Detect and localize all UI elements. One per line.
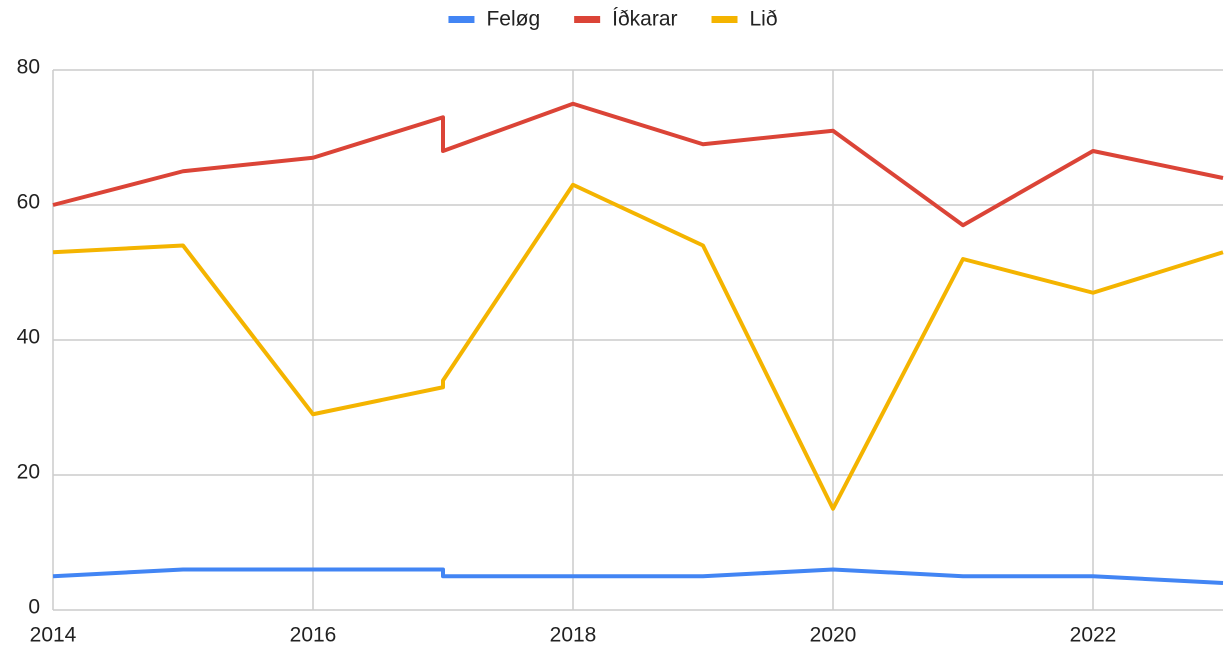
legend-swatch <box>711 16 738 23</box>
legend-label: Feløg <box>486 8 540 31</box>
legend: Feløg Íðkarar Lið <box>448 8 778 31</box>
legend-swatch <box>448 16 475 23</box>
x-tick-label: 2014 <box>30 624 77 647</box>
x-tick-label: 2020 <box>810 624 857 647</box>
legend-swatch <box>574 16 601 23</box>
y-tick-label: 0 <box>28 596 40 619</box>
y-tick-label: 20 <box>17 461 40 484</box>
series-line <box>52 101 1224 228</box>
y-tick-label: 60 <box>17 191 40 214</box>
x-tick-label: 2018 <box>550 624 597 647</box>
series-line <box>52 567 1224 585</box>
x-tick-label: 2016 <box>290 624 337 647</box>
y-tick-label: 80 <box>17 56 40 79</box>
x-tick-label: 2022 <box>1070 624 1117 647</box>
y-tick-label: 40 <box>17 326 40 349</box>
legend-label: Íðkarar <box>612 8 677 31</box>
series-line <box>52 182 1224 511</box>
legend-label: Lið <box>750 8 778 31</box>
